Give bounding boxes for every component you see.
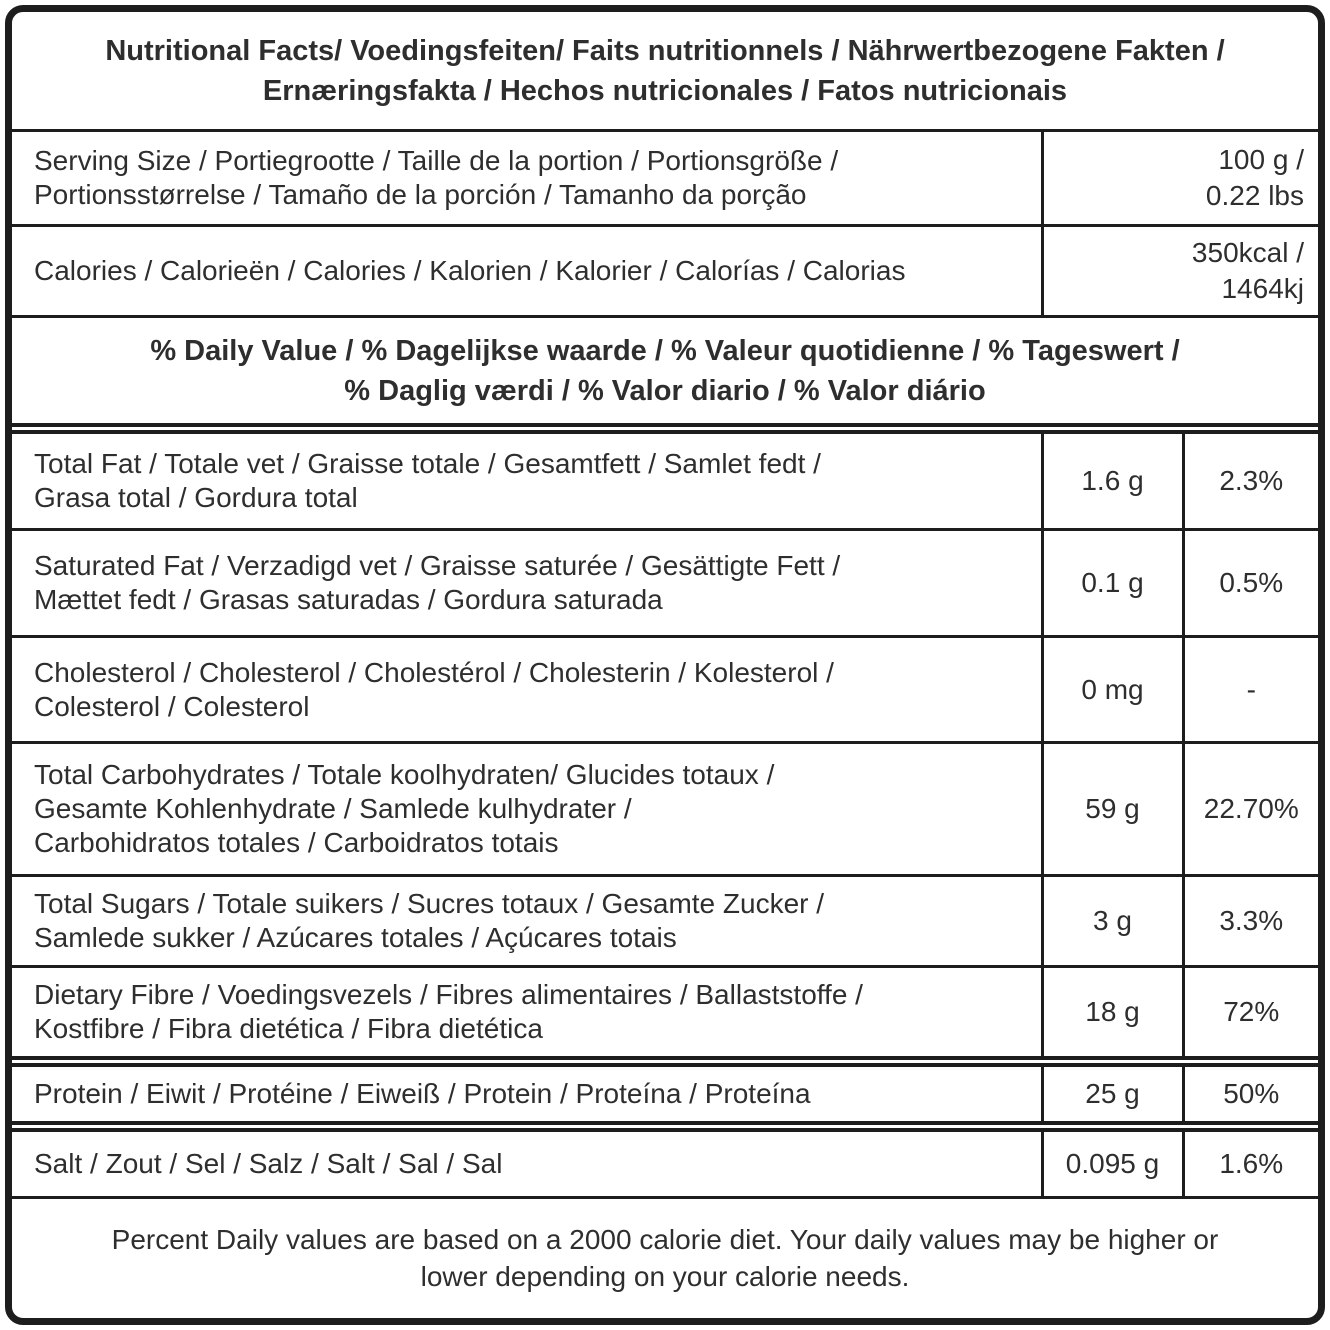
calories-row: Calories / Calorieën / Calories / Kalori…: [12, 224, 1318, 318]
row-total-carbohydrates: Total Carbohydrates / Totale koolhydrate…: [12, 740, 1318, 878]
row-protein: Protein / Eiwit / Protéine / Eiweiß / Pr…: [12, 1056, 1318, 1128]
serving-size-value: 100 g / 0.22 lbs: [1040, 129, 1318, 228]
calories-label: Calories / Calorieën / Calories / Kalori…: [12, 224, 1044, 318]
nutrient-amount: 0 mg: [1040, 635, 1185, 744]
row-saturated-fat: Saturated Fat / Verzadigd vet / Graisse …: [12, 527, 1318, 639]
serving-size-label: Serving Size / Portiegrootte / Taille de…: [12, 129, 1044, 228]
row-total-sugars: Total Sugars / Totale suikers / Sucres t…: [12, 874, 1318, 968]
row-total-fat: Total Fat / Totale vet / Graisse totale …: [12, 423, 1318, 531]
nutrition-label: Nutritional Facts/ Voedingsfeiten/ Faits…: [5, 5, 1325, 1325]
row-cholesterol: Cholesterol / Cholesterol / Cholestérol …: [12, 635, 1318, 744]
footnote: Percent Daily values are based on a 2000…: [12, 1195, 1318, 1318]
nutrient-amount: 3 g: [1040, 874, 1185, 968]
nutrient-percent: 22.70%: [1181, 740, 1318, 878]
nutrient-percent: -: [1181, 635, 1318, 744]
nutrient-percent: 3.3%: [1181, 874, 1318, 968]
nutrient-amount: 0.095 g: [1040, 1120, 1185, 1199]
nutrient-label: Salt / Zout / Sel / Salz / Salt / Sal / …: [12, 1120, 1044, 1199]
nutrient-label: Protein / Eiwit / Protéine / Eiweiß / Pr…: [12, 1056, 1044, 1128]
nutrient-label: Cholesterol / Cholesterol / Cholestérol …: [12, 635, 1044, 744]
nutrition-table: Nutritional Facts/ Voedingsfeiten/ Faits…: [12, 12, 1318, 1318]
nutrient-label: Total Sugars / Totale suikers / Sucres t…: [12, 874, 1044, 968]
nutrient-percent: 2.3%: [1181, 423, 1318, 531]
nutrient-percent: 50%: [1181, 1056, 1318, 1128]
row-dietary-fibre: Dietary Fibre / Voedingsvezels / Fibres …: [12, 964, 1318, 1064]
title-row: Nutritional Facts/ Voedingsfeiten/ Faits…: [12, 12, 1318, 133]
serving-size-row: Serving Size / Portiegrootte / Taille de…: [12, 129, 1318, 228]
daily-value-heading: % Daily Value / % Dagelijkse waarde / % …: [12, 314, 1318, 431]
row-salt: Salt / Zout / Sel / Salz / Salt / Sal / …: [12, 1120, 1318, 1199]
nutrient-label: Dietary Fibre / Voedingsvezels / Fibres …: [12, 964, 1044, 1064]
nutrient-amount: 0.1 g: [1040, 527, 1185, 639]
nutrient-amount: 59 g: [1040, 740, 1185, 878]
calories-value: 350kcal / 1464kj: [1040, 224, 1318, 318]
nutrient-label: Total Carbohydrates / Totale koolhydrate…: [12, 740, 1044, 878]
nutrient-amount: 18 g: [1040, 964, 1185, 1064]
nutrient-percent: 72%: [1181, 964, 1318, 1064]
daily-value-heading-row: % Daily Value / % Dagelijkse waarde / % …: [12, 314, 1318, 431]
nutrient-label: Saturated Fat / Verzadigd vet / Graisse …: [12, 527, 1044, 639]
nutrient-amount: 1.6 g: [1040, 423, 1185, 531]
label-title: Nutritional Facts/ Voedingsfeiten/ Faits…: [12, 12, 1318, 133]
nutrient-percent: 1.6%: [1181, 1120, 1318, 1199]
nutrient-amount: 25 g: [1040, 1056, 1185, 1128]
footnote-row: Percent Daily values are based on a 2000…: [12, 1195, 1318, 1318]
nutrient-percent: 0.5%: [1181, 527, 1318, 639]
nutrient-label: Total Fat / Totale vet / Graisse totale …: [12, 423, 1044, 531]
